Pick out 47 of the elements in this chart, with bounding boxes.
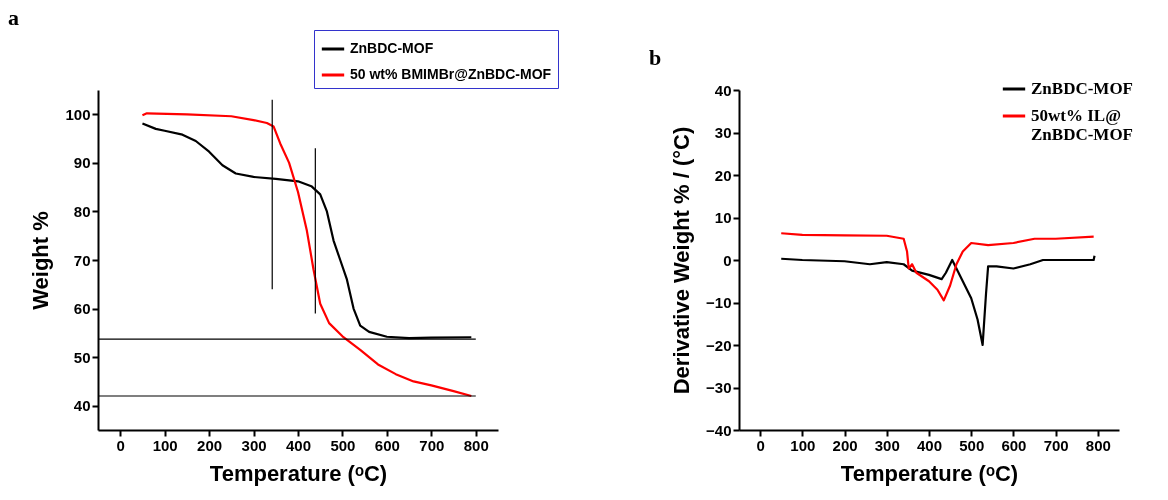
x-tick-label: 100 bbox=[790, 436, 816, 454]
x-tick-label: 600 bbox=[374, 436, 400, 454]
x-tick-label: 700 bbox=[419, 436, 445, 454]
y-tick-label: 30 bbox=[714, 124, 732, 141]
line-series bbox=[141, 112, 473, 398]
y-tick-label: 90 bbox=[73, 154, 91, 172]
x-tick-label: 500 bbox=[330, 436, 356, 454]
x-axis-title: Temperature (ᵒC) bbox=[209, 460, 388, 486]
y-tick-label: 100 bbox=[65, 105, 91, 123]
line-series bbox=[780, 254, 1096, 347]
y-tick-label: 40 bbox=[714, 81, 732, 99]
x-tick-label: 500 bbox=[959, 436, 985, 454]
chart-title: a bbox=[8, 4, 19, 30]
y-tick-label: 70 bbox=[73, 251, 91, 269]
y-tick-label: −30 bbox=[706, 379, 732, 396]
x-tick-label: 300 bbox=[241, 436, 267, 454]
x-tick-label: 700 bbox=[1043, 436, 1069, 454]
x-tick-label: 400 bbox=[916, 436, 943, 454]
y-tick-label: 0 bbox=[723, 251, 732, 269]
x-tick-label: 200 bbox=[832, 436, 858, 454]
y-tick-label: 20 bbox=[714, 166, 732, 184]
legend-label: 50wt% IL@ ZnBDC-MOF bbox=[1031, 106, 1133, 144]
legend-label: 50 wt% BMIMBr@ZnBDC-MOF bbox=[350, 66, 552, 82]
y-tick-label: 50 bbox=[73, 348, 91, 366]
x-tick-label: 100 bbox=[152, 436, 178, 454]
x-tick-label: 800 bbox=[1085, 436, 1111, 454]
y-tick-label: 60 bbox=[73, 300, 91, 318]
y-tick-label: −10 bbox=[706, 294, 732, 311]
y-axis-title: Derivative Weight % / (°C) bbox=[669, 126, 695, 395]
legend-label: ZnBDC-MOF bbox=[350, 40, 434, 56]
legend-label: ZnBDC-MOF bbox=[1031, 79, 1133, 98]
y-tick-label: 80 bbox=[73, 202, 91, 220]
line-series bbox=[780, 232, 1095, 302]
x-tick-label: 400 bbox=[285, 436, 312, 454]
x-tick-label: 0 bbox=[756, 436, 765, 454]
x-tick-label: 200 bbox=[197, 436, 223, 454]
y-tick-label: 10 bbox=[714, 209, 732, 226]
x-tick-label: 0 bbox=[116, 436, 125, 454]
x-axis-title: Temperature (ᵒC) bbox=[840, 460, 1019, 486]
y-axis-title: Weight % bbox=[28, 211, 54, 310]
x-tick-label: 300 bbox=[874, 436, 900, 454]
x-tick-label: 800 bbox=[463, 436, 489, 454]
y-tick-label: −40 bbox=[706, 421, 732, 439]
y-tick-label: 40 bbox=[73, 397, 91, 415]
x-tick-label: 600 bbox=[1001, 436, 1027, 454]
y-tick-label: −20 bbox=[706, 336, 732, 354]
chart-title: b bbox=[649, 45, 662, 70]
